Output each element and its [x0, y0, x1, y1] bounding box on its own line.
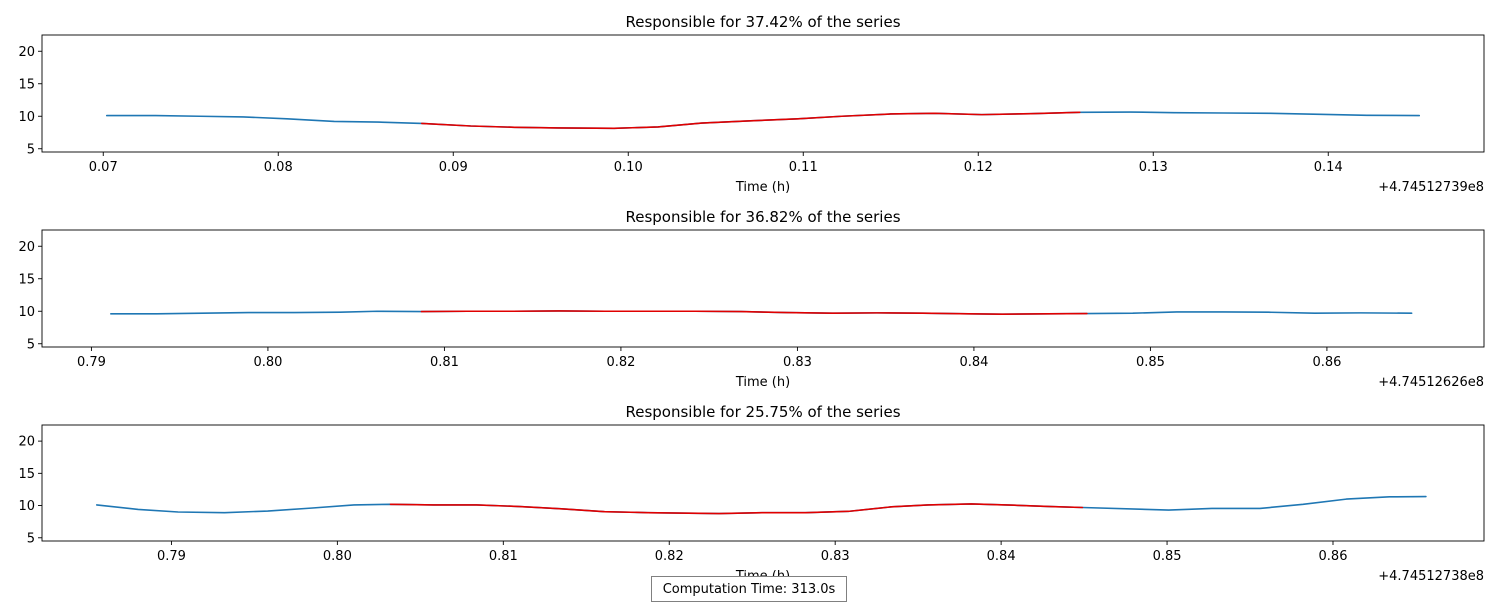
y-tick-label: 20 [18, 45, 35, 60]
x-offset-label: +4.74512739e8 [1378, 180, 1484, 195]
x-tick-label: 0.12 [964, 160, 993, 175]
x-offset-label: +4.74512626e8 [1378, 375, 1484, 390]
x-tick-label: 0.82 [655, 549, 684, 564]
x-tick-label: 0.86 [1319, 549, 1348, 564]
subplot-3: Responsible for 25.75% of the series 0.79… [18, 403, 1485, 584]
axes-frame [41, 229, 1485, 348]
y-tick-label: 15 [18, 467, 35, 482]
x-tick-label: 0.13 [1139, 160, 1168, 175]
y-tick-label: 10 [18, 110, 35, 125]
y-tick-label: 10 [18, 305, 35, 320]
x-tick-label: 0.08 [264, 160, 293, 175]
subplot-2: Responsible for 36.82% of the series 0.79… [18, 208, 1485, 390]
subplot-title: Responsible for 25.75% of the series [625, 403, 900, 421]
x-tick-label: 0.80 [253, 355, 282, 370]
series-line-highlight [420, 310, 1088, 315]
x-axis-label: Time (h) [735, 180, 790, 195]
x-tick-label: 0.84 [987, 549, 1016, 564]
x-tick-label: 0.09 [439, 160, 468, 175]
x-offset-label: +4.74512738e8 [1378, 569, 1484, 584]
subplot-title: Responsible for 37.42% of the series [625, 13, 900, 31]
x-tick-label: 0.82 [606, 355, 635, 370]
x-tick-label: 0.84 [959, 355, 988, 370]
axes-frame [41, 424, 1485, 542]
y-tick-label: 15 [18, 77, 35, 92]
y-tick-label: 20 [18, 435, 35, 450]
subplot-1: Responsible for 37.42% of the series 0.07… [18, 13, 1485, 195]
x-tick-label: 0.79 [157, 549, 186, 564]
x-tick-label: 0.79 [77, 355, 106, 370]
x-tick-label: 0.85 [1153, 549, 1182, 564]
axes-frame [41, 34, 1485, 153]
y-tick-label: 5 [27, 337, 35, 352]
x-tick-label: 0.81 [430, 355, 459, 370]
x-tick-label: 0.10 [614, 160, 643, 175]
computation-time-text: Computation Time: 313.0s [662, 582, 836, 597]
series-line-highlight [389, 503, 1084, 515]
x-tick-label: 0.85 [1136, 355, 1165, 370]
series-line-full [95, 495, 1427, 515]
x-tick-label: 0.86 [1312, 355, 1341, 370]
x-tick-label: 0.81 [489, 549, 518, 564]
y-tick-label: 20 [18, 240, 35, 255]
x-tick-label: 0.83 [783, 355, 812, 370]
x-tick-label: 0.11 [789, 160, 818, 175]
x-tick-label: 0.83 [821, 549, 850, 564]
y-tick-label: 5 [27, 142, 35, 157]
y-tick-label: 5 [27, 531, 35, 546]
x-axis-label: Time (h) [735, 375, 790, 390]
y-tick-label: 15 [18, 272, 35, 287]
x-tick-label: 0.14 [1314, 160, 1343, 175]
x-tick-label: 0.07 [89, 160, 118, 175]
x-tick-label: 0.80 [323, 549, 352, 564]
computation-time-box: Computation Time: 313.0s [651, 576, 847, 602]
y-tick-label: 10 [18, 499, 35, 514]
subplot-title: Responsible for 36.82% of the series [625, 208, 900, 226]
series-line-highlight [420, 111, 1081, 130]
